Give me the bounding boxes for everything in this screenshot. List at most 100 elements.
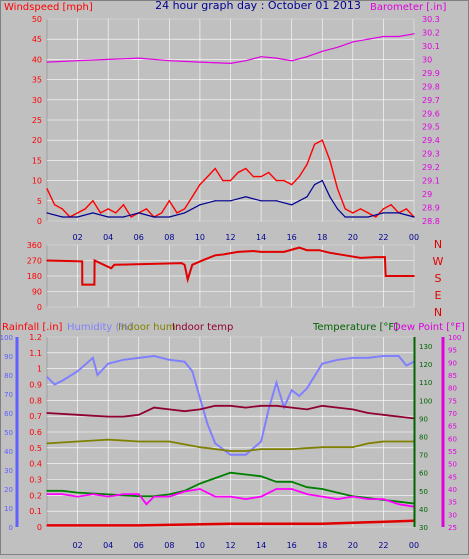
- temperature-point: [291, 481, 293, 483]
- dew_point-point: [214, 495, 216, 498]
- humidity-point: [405, 364, 408, 367]
- wind-point: [352, 212, 354, 214]
- wind-tick-label: 15: [32, 156, 42, 165]
- wind-point: [99, 212, 102, 214]
- dewpoint-tick-label: 60: [448, 435, 457, 443]
- wind-x-tick-label: 14: [256, 233, 266, 242]
- humidity-point: [382, 355, 385, 357]
- wind-point: [375, 216, 377, 218]
- barometer-point: [260, 56, 262, 58]
- indoor_temp-point: [183, 410, 186, 412]
- wind-x-tick-label: 06: [134, 233, 144, 242]
- wind-x-tick-label: 16: [287, 233, 297, 242]
- wind-point: [237, 171, 239, 174]
- gust-point: [291, 204, 293, 206]
- wind-point: [214, 167, 216, 170]
- wind-point: [291, 184, 293, 186]
- wind-tick-label: 25: [32, 116, 42, 125]
- barometer-point: [107, 58, 109, 61]
- barometer-point: [413, 33, 415, 35]
- temperature-point: [214, 477, 216, 479]
- wind-x-tick-label: 08: [164, 233, 174, 242]
- wind-point: [283, 180, 285, 182]
- humidity-tick-label: 90: [4, 353, 13, 361]
- indoor_temp-point: [199, 408, 201, 411]
- direction-point: [81, 260, 83, 263]
- humidity-point: [260, 440, 262, 443]
- gust-point: [92, 212, 94, 214]
- humidity-tick-label: 100: [0, 334, 13, 342]
- combined-x-tick-label: 04: [103, 541, 113, 550]
- humidity-point: [61, 380, 63, 382]
- wind-point: [405, 208, 407, 210]
- dew_point-point: [382, 498, 385, 500]
- humidity-point: [107, 362, 109, 365]
- direction-point: [318, 249, 321, 251]
- gust-point: [199, 204, 201, 206]
- humidity-point: [298, 395, 300, 397]
- dew_point-point: [199, 488, 201, 490]
- dew_point-point: [107, 495, 109, 498]
- dewpoint-tick-label: 35: [448, 499, 457, 507]
- indoor_temp-point: [76, 414, 79, 416]
- wind-x-tick-label: 20: [348, 233, 358, 242]
- indoor_hum-point: [138, 440, 140, 443]
- dew_point-point: [168, 495, 170, 498]
- temperature-point: [199, 482, 201, 485]
- indoor_hum-point: [321, 446, 323, 448]
- indoor_hum-point: [76, 440, 79, 443]
- wind-point: [161, 212, 163, 214]
- wind-x-tick-label: 02: [72, 233, 82, 242]
- rainfall-point: [46, 524, 48, 527]
- humidity-point: [76, 370, 79, 372]
- combined-x-tick-label: 06: [134, 541, 144, 550]
- combined-x-tick-label: 14: [256, 541, 266, 550]
- wind-point: [306, 163, 308, 165]
- direction-point: [298, 246, 301, 249]
- dew_point-point: [229, 495, 232, 498]
- barometer-axis-label: Barometer [.in]: [370, 2, 446, 13]
- wind-tick-label: 10: [32, 177, 42, 186]
- barometer-point: [46, 61, 48, 63]
- barometer-point: [306, 56, 308, 58]
- wind-x-tick-label: 10: [195, 233, 205, 242]
- dew_point-point: [245, 498, 247, 500]
- humidity-point: [199, 397, 201, 399]
- compass-label: W: [433, 255, 444, 268]
- humidity-point: [183, 361, 186, 363]
- gust-point: [306, 196, 308, 198]
- temperature-point: [76, 491, 79, 494]
- gust-point: [229, 200, 232, 202]
- wind-point: [252, 176, 254, 178]
- dew_point-point: [336, 498, 339, 500]
- rainfall-tick-label: 0.9: [29, 381, 42, 390]
- direction-point: [384, 275, 387, 277]
- temperature-tick-label: 80: [419, 434, 428, 442]
- barometer-tick-label: 30.3: [422, 15, 440, 24]
- wind-tick-label: 5: [37, 197, 42, 206]
- wind-point: [329, 159, 331, 161]
- wind-point: [199, 184, 201, 186]
- humidity-point: [206, 423, 209, 426]
- humidity-point: [367, 357, 369, 359]
- direction-point: [93, 259, 96, 262]
- barometer-point: [336, 46, 339, 48]
- indoor_hum-point: [398, 440, 400, 443]
- direction-point: [283, 251, 285, 253]
- combined-x-tick-label: 12: [225, 541, 235, 550]
- wind-point: [229, 180, 232, 182]
- barometer-tick-label: 29.4: [422, 136, 440, 145]
- wind-point: [54, 204, 56, 206]
- rainfall-tick-label: 1.1: [29, 349, 42, 358]
- direction-point: [81, 283, 84, 286]
- direction-tick-label: 0: [37, 303, 42, 312]
- temperature-point: [321, 488, 323, 490]
- dew_point-point: [138, 493, 140, 495]
- combined-x-tick-label: 16: [287, 541, 297, 550]
- compass-label: E: [435, 289, 442, 302]
- gust-point: [122, 216, 125, 218]
- indoor-hum-legend-label: Indoor hum: [118, 322, 176, 333]
- direction-point: [191, 264, 194, 266]
- barometer-tick-label: 29: [422, 190, 432, 199]
